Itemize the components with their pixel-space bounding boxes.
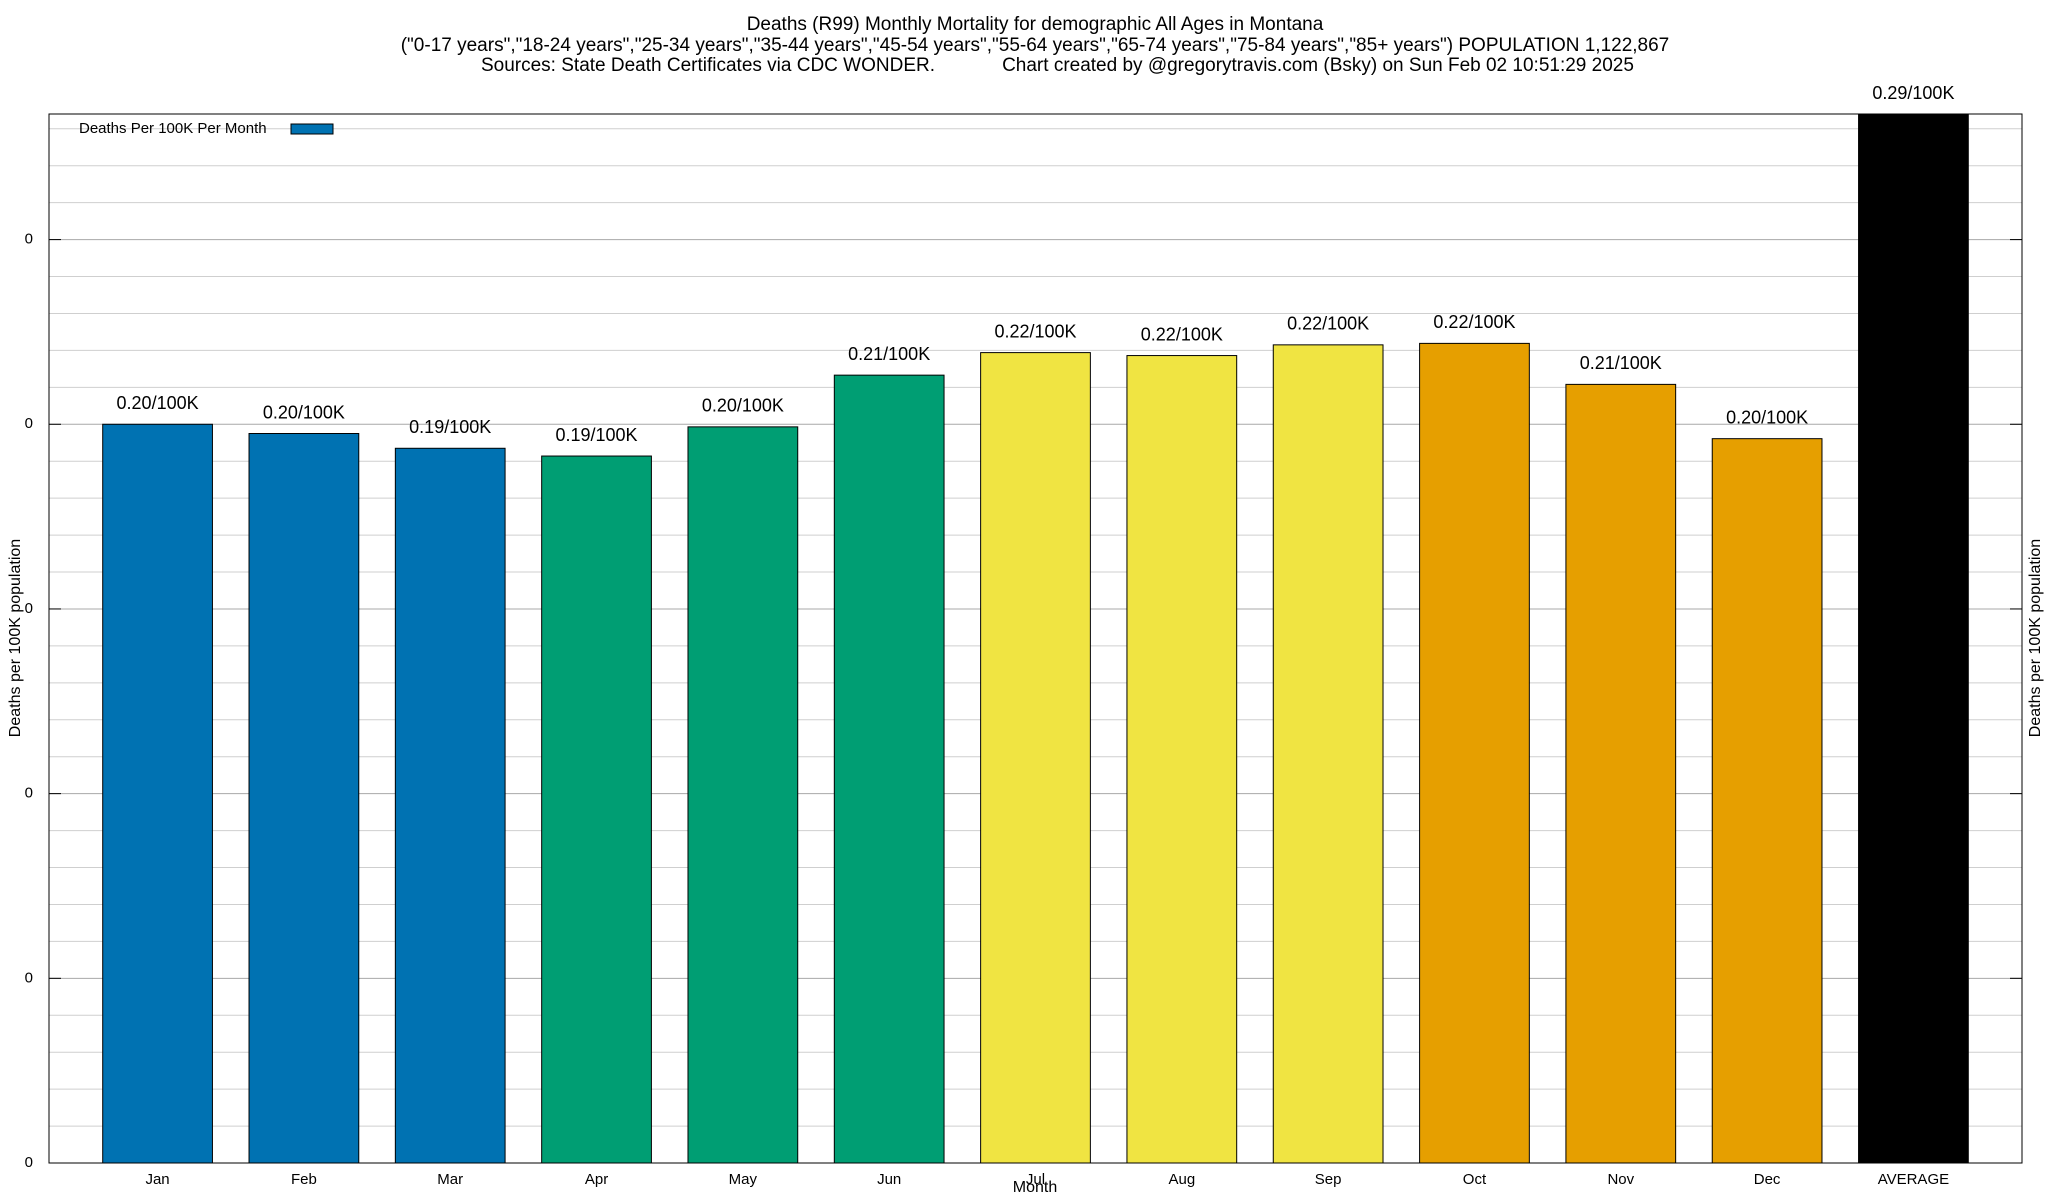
- bar: [248, 433, 360, 1163]
- bar: [102, 423, 213, 1163]
- x-tick-label: AVERAGE: [1878, 1171, 1949, 1188]
- bar: [1126, 355, 1238, 1163]
- x-axis-label: Month: [1013, 1179, 1057, 1196]
- legend-swatch: [290, 123, 334, 135]
- x-tick-label: Aug: [1168, 1171, 1195, 1188]
- x-tick-label: Sep: [1315, 1171, 1342, 1188]
- value-label: 0.22/100K: [1433, 312, 1515, 332]
- x-tick-label: Dec: [1754, 1171, 1781, 1188]
- chart-subtitle: ("0-17 years","18-24 years","25-34 years…: [401, 35, 1670, 56]
- value-label: 0.20/100K: [263, 402, 345, 422]
- bar: [1858, 114, 1969, 1163]
- x-tick-label: Jun: [877, 1171, 901, 1188]
- bar: [394, 447, 506, 1163]
- y-tick-label: 0: [25, 1154, 33, 1171]
- y-axis-label: Deaths per 100K population: [7, 539, 24, 737]
- bars: [102, 114, 1969, 1163]
- x-tick-label: Feb: [291, 1171, 317, 1188]
- value-label: 0.20/100K: [117, 393, 199, 413]
- value-label: 0.20/100K: [702, 396, 784, 416]
- chart-credit: Chart created by @gregorytravis.com (Bsk…: [1002, 55, 1634, 76]
- value-label: 0.21/100K: [848, 344, 930, 364]
- y-tick-label: 0: [25, 969, 33, 986]
- x-tick-label: Apr: [585, 1171, 608, 1188]
- bar: [1419, 342, 1530, 1163]
- value-label: 0.21/100K: [1580, 353, 1662, 373]
- x-tick-label: May: [729, 1171, 758, 1188]
- value-label: 0.19/100K: [409, 417, 491, 437]
- x-tick-label: Jan: [145, 1171, 169, 1188]
- legend-label: Deaths Per 100K Per Month: [79, 120, 267, 137]
- x-tick-label: Mar: [437, 1171, 463, 1188]
- value-label: 0.22/100K: [1141, 324, 1223, 344]
- value-label: 0.20/100K: [1726, 407, 1808, 427]
- x-tick-label: Oct: [1463, 1171, 1487, 1188]
- x-tick-label: Nov: [1607, 1171, 1634, 1188]
- overlay: 0 0 0 0 0 0 Jan 0.20/100K Feb 0.20/100K Mar 0.19/10…: [25, 83, 2023, 1188]
- y-tick-label: 0: [25, 600, 33, 617]
- y-tick-label: 0: [25, 231, 33, 248]
- y-tick-label: 0: [25, 785, 33, 802]
- value-label: 0.19/100K: [555, 425, 637, 445]
- bar: [1711, 438, 1823, 1163]
- chart-source: Sources: State Death Certificates via CD…: [481, 55, 935, 76]
- x-tick-label: Jul: [1026, 1171, 1045, 1188]
- value-label: 0.22/100K: [994, 321, 1076, 341]
- plot-frame: [48, 113, 2023, 1164]
- value-label: 0.22/100K: [1287, 314, 1369, 334]
- bar: [980, 352, 1091, 1163]
- value-label: 0.29/100K: [1872, 83, 1954, 103]
- y-tick-label: 0: [25, 415, 33, 432]
- y2-axis-label: Deaths per 100K population: [2027, 539, 2044, 737]
- chart-title: Deaths (R99) Monthly Mortality for demog…: [747, 14, 1324, 35]
- bar: [833, 374, 945, 1163]
- bar: [1565, 383, 1677, 1163]
- bar: [1272, 344, 1384, 1163]
- bar: [687, 426, 799, 1163]
- bar: [541, 455, 652, 1163]
